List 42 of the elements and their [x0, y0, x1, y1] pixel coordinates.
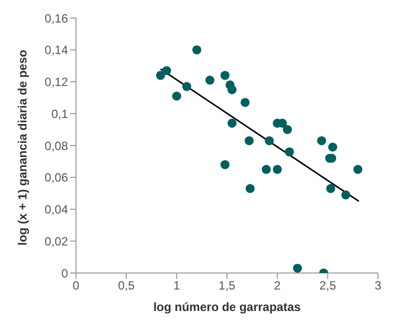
point	[182, 82, 192, 92]
point	[228, 85, 237, 94]
y-tick-label: 0	[61, 266, 68, 280]
x-tick-label: 2	[274, 278, 281, 293]
point	[317, 136, 326, 146]
point	[240, 98, 250, 107]
x-tick-label: 2,5	[319, 278, 336, 293]
y-tick-label: 0,1	[51, 106, 68, 121]
x-tick-label: 1	[173, 278, 180, 293]
x-tick-label: 0	[72, 278, 80, 293]
point	[192, 45, 202, 54]
x-tick-label: 3	[374, 278, 382, 293]
point	[220, 160, 230, 170]
y-axis-title: log (x + 1) ganancia diaria de peso	[15, 50, 30, 246]
y-tick-label: 0,02	[44, 234, 68, 248]
point	[262, 164, 271, 174]
y-tick-label: 0,08	[44, 138, 68, 153]
point	[228, 118, 237, 128]
y-tick-label: 0,04	[44, 202, 68, 217]
x-tick-label: 0,5	[118, 278, 135, 293]
point	[282, 125, 292, 134]
y-tick-label: 0,16	[44, 11, 68, 26]
point	[156, 70, 166, 80]
y-tick-label: 0,06	[44, 170, 68, 185]
point	[220, 70, 230, 80]
point	[326, 184, 336, 194]
point	[341, 190, 350, 200]
point	[264, 136, 274, 146]
x-tick-label: 1,5	[218, 278, 236, 293]
y-tick-label: 0,12	[44, 75, 68, 90]
point	[292, 264, 302, 273]
point	[284, 147, 294, 156]
point	[328, 142, 338, 152]
point	[162, 66, 172, 76]
point	[244, 136, 254, 146]
x-axis-title: log número de garrapatas	[153, 300, 302, 314]
y-tick-label: 0,14	[44, 43, 68, 58]
point	[272, 164, 282, 174]
point	[172, 92, 182, 101]
point	[353, 164, 362, 174]
point	[205, 76, 214, 85]
point	[246, 184, 255, 194]
